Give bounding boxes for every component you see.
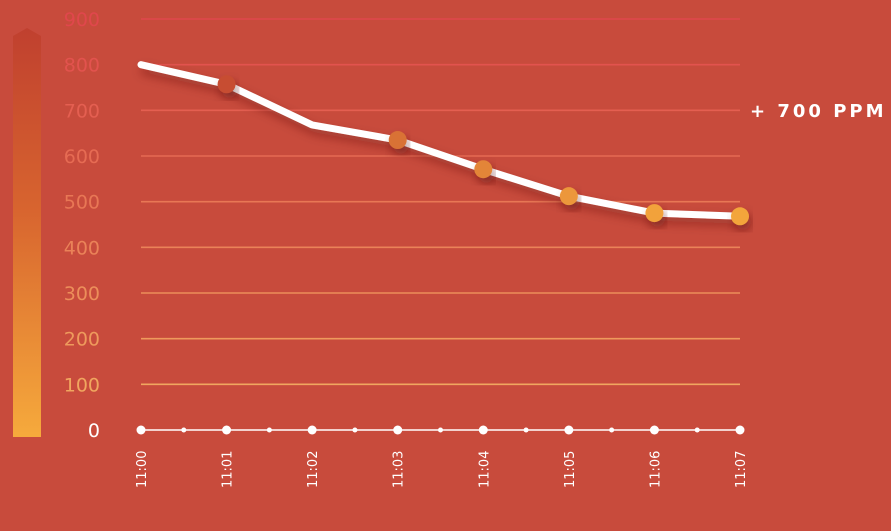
color-scale-bar [13,28,41,437]
y-tick-label: 500 [64,192,100,214]
x-tick-label: 11:01 [221,451,236,488]
x-axis-major-dot [222,425,232,435]
series-line [137,61,744,220]
data-point [474,160,493,179]
x-tick-label: 11:03 [392,451,407,488]
x-tick-label: 11:00 [135,451,150,488]
x-axis-major-dot [564,425,574,435]
data-point [559,187,578,206]
x-axis-major-dot [393,425,403,435]
x-tick-label: 11:06 [648,451,663,488]
x-axis-minor-dot [694,427,700,433]
x-axis-major-dot [136,425,146,435]
y-tick-label: 900 [64,9,100,31]
y-tick-label: 800 [64,55,100,77]
x-tick-label: 11:05 [563,451,578,488]
y-tick-label: 200 [64,329,100,351]
y-tick-label: 300 [64,283,100,305]
y-tick-label: 100 [64,374,100,396]
x-axis-major-dot [478,425,488,435]
x-tick-label: 11:04 [477,451,492,488]
data-point [645,204,664,223]
x-axis-major-dot [307,425,317,435]
value-annotation: + 700 PPM [750,101,887,122]
x-axis-minor-dot [352,427,358,433]
x-axis-major-dot [649,425,659,435]
x-tick-label: 11:07 [734,451,749,488]
x-axis-minor-dot [266,427,272,433]
x-axis-minor-dot [181,427,187,433]
y-tick-label: 600 [64,146,100,168]
data-point [388,131,407,150]
x-axis-minor-dot [438,427,443,433]
x-axis-minor-dot [609,427,615,433]
y-tick-label: 0 [88,420,100,442]
y-tick-label: 400 [64,237,100,259]
data-point [217,75,236,94]
y-tick-label: 700 [64,100,100,122]
data-point [731,207,749,226]
x-axis-minor-dot [523,427,529,433]
x-tick-label: 11:02 [306,451,321,488]
x-axis-major-dot [735,425,745,435]
